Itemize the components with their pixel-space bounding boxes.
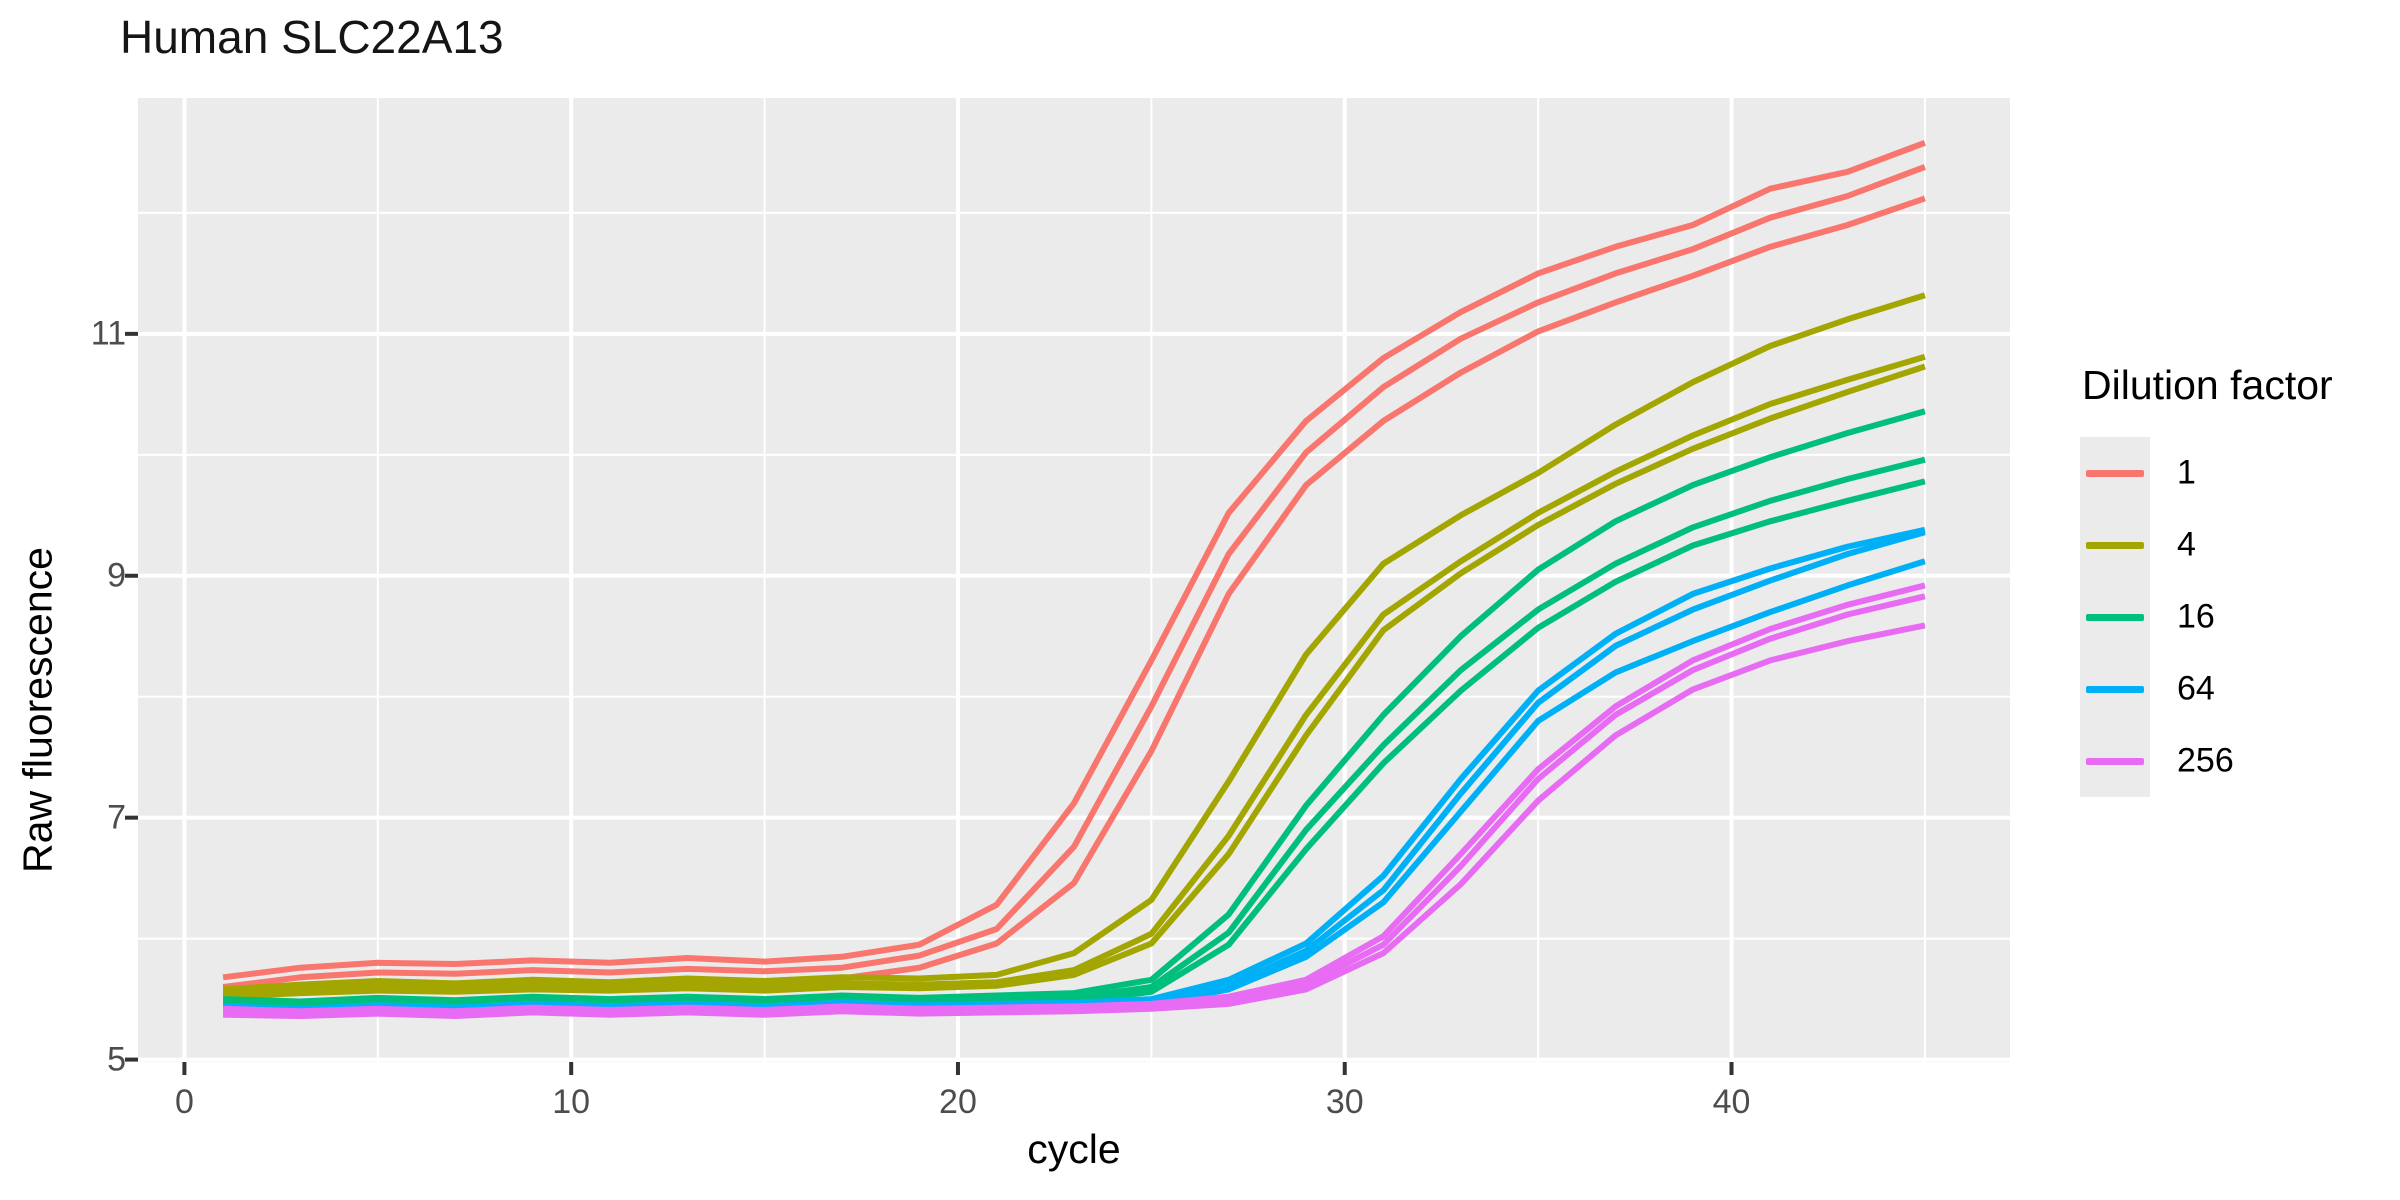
y-tick-label: 5 bbox=[107, 1040, 126, 1079]
page-title: Human SLC22A13 bbox=[120, 11, 504, 63]
x-tick-label: 20 bbox=[939, 1083, 977, 1121]
legend-label: 64 bbox=[2177, 669, 2215, 708]
series-line-dilution-4-rep-1 bbox=[222, 292, 1926, 993]
x-tick-label: 30 bbox=[1325, 1083, 1364, 1121]
legend-key-line-icon bbox=[2086, 686, 2144, 693]
series-line-dilution-4-rep-2 bbox=[222, 353, 1926, 997]
series-line-dilution-256-rep-3 bbox=[223, 622, 1926, 1019]
series-line-dilution-1-rep-1 bbox=[222, 139, 1926, 981]
x-tick-label: 10 bbox=[552, 1083, 591, 1121]
series-line-dilution-16-rep-1 bbox=[223, 408, 1926, 1005]
panel-background bbox=[138, 98, 2010, 1062]
x-tick-label: 40 bbox=[1712, 1083, 1751, 1121]
legend-label: 4 bbox=[2177, 525, 2196, 564]
y-axis-title: Raw fluorescence bbox=[14, 547, 61, 873]
legend-key-line-icon bbox=[2086, 758, 2144, 765]
legend-label: 16 bbox=[2177, 597, 2215, 636]
legend-key-line-icon bbox=[2086, 542, 2144, 549]
legend-label: 1 bbox=[2177, 453, 2196, 492]
legend-label: 256 bbox=[2177, 741, 2234, 780]
x-tick-label: 0 bbox=[174, 1083, 194, 1121]
series-line-dilution-4-rep-3 bbox=[222, 363, 1926, 1000]
y-tick-label: 11 bbox=[90, 314, 126, 353]
legend-title: Dilution factor bbox=[2082, 362, 2333, 408]
y-tick-label: 7 bbox=[107, 798, 126, 837]
legend-key-line-icon bbox=[2086, 614, 2144, 621]
y-tick-label: 9 bbox=[107, 556, 126, 595]
legend-key-line-icon bbox=[2086, 470, 2144, 477]
x-axis-title: cycle bbox=[1027, 1126, 1121, 1172]
series-line-dilution-1-rep-2 bbox=[222, 164, 1926, 990]
